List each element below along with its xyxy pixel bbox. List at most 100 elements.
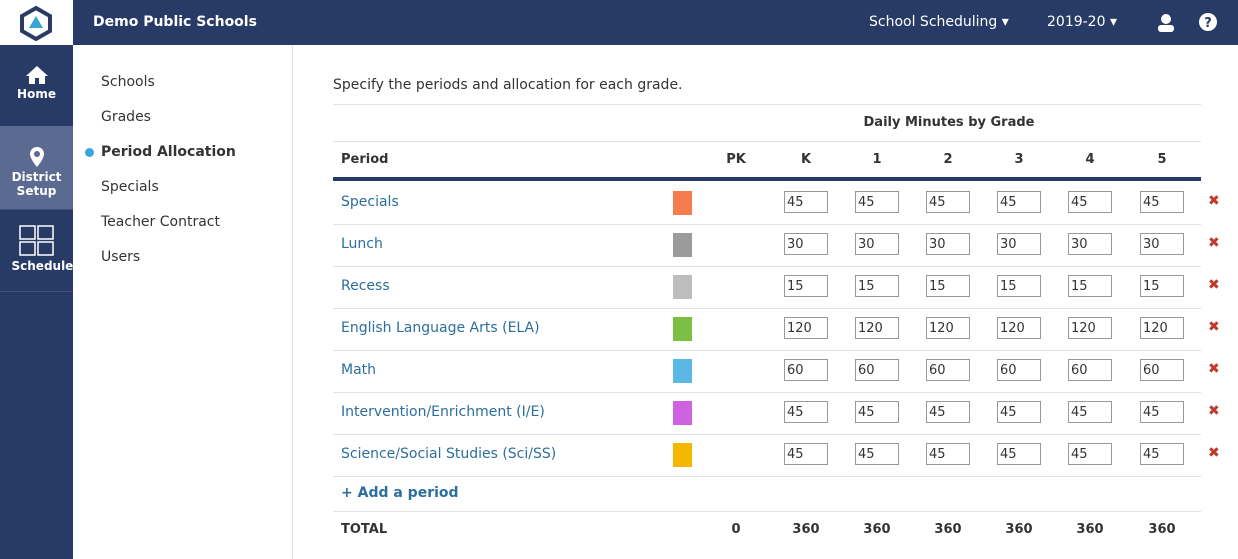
minutes-input[interactable] [1140,191,1184,213]
minutes-input[interactable] [784,443,828,465]
header-rule [333,177,1201,181]
minutes-input[interactable] [784,233,828,255]
color-swatch[interactable] [673,275,692,299]
delete-icon[interactable]: ✖ [1208,403,1220,419]
period-name[interactable]: Specials [341,194,399,210]
minutes-input[interactable] [997,317,1041,339]
minutes-input[interactable] [1140,317,1184,339]
minutes-input[interactable] [855,191,899,213]
minutes-input[interactable] [926,317,970,339]
minutes-input[interactable] [1068,443,1112,465]
subnav-item[interactable]: Users [101,249,141,265]
minutes-input[interactable] [855,317,899,339]
column-header: 3 [1014,152,1024,167]
minutes-input[interactable] [1068,191,1112,213]
minutes-input[interactable] [997,233,1041,255]
minutes-input[interactable] [784,275,828,297]
sidebar-label: Home [17,87,56,101]
minutes-input[interactable] [1068,233,1112,255]
period-name[interactable]: Lunch [341,236,383,252]
minutes-input[interactable] [997,191,1041,213]
color-swatch[interactable] [673,401,692,425]
delete-icon[interactable]: ✖ [1208,319,1220,335]
minutes-input[interactable] [784,359,828,381]
minutes-input[interactable] [784,191,828,213]
divider [333,104,1201,105]
column-header: 5 [1157,152,1167,167]
add-period-link[interactable]: + Add a period [341,485,459,501]
color-swatch[interactable] [673,443,692,467]
minutes-input[interactable] [1140,443,1184,465]
subnav-item[interactable]: Grades [101,109,151,125]
minutes-input[interactable] [1068,359,1112,381]
minutes-input[interactable] [1140,275,1184,297]
period-name[interactable]: English Language Arts (ELA) [341,320,540,336]
minutes-input[interactable] [926,233,970,255]
top-bar: Demo Public Schools School Scheduling ▾ … [0,0,1238,45]
subnav-item[interactable]: Schools [101,74,155,90]
column-header: PK [726,152,746,167]
minutes-input[interactable] [997,359,1041,381]
minutes-input[interactable] [926,191,970,213]
logo[interactable] [0,0,73,45]
minutes-input[interactable] [926,275,970,297]
total-value: 360 [934,522,962,537]
subnav-item[interactable]: Specials [101,179,159,195]
minutes-input[interactable] [1068,401,1112,423]
help-icon[interactable]: ? [1198,12,1218,32]
minutes-input[interactable] [1140,233,1184,255]
column-header: 1 [872,152,882,167]
column-header: Period [341,152,389,167]
minutes-input[interactable] [926,443,970,465]
minutes-input[interactable] [997,275,1041,297]
minutes-input[interactable] [784,317,828,339]
minutes-input[interactable] [997,443,1041,465]
delete-icon[interactable]: ✖ [1208,361,1220,377]
delete-icon[interactable]: ✖ [1208,445,1220,461]
period-name[interactable]: Science/Social Studies (Sci/SS) [341,446,557,462]
period-name[interactable]: Recess [341,278,390,294]
minutes-input[interactable] [855,275,899,297]
divider [333,141,1201,142]
menu-label: School Scheduling [869,14,998,30]
divider [333,308,1201,309]
total-label: TOTAL [341,522,388,537]
minutes-input[interactable] [855,401,899,423]
sidebar-item[interactable]: Home [0,45,73,127]
period-name[interactable]: Intervention/Enrichment (I/E) [341,404,545,420]
delete-icon[interactable]: ✖ [1208,193,1220,209]
instruction: Specify the periods and allocation for e… [333,77,683,93]
minutes-input[interactable] [784,401,828,423]
sidebar-item[interactable]: Schedules [0,209,80,292]
color-swatch[interactable] [673,233,692,257]
period-name[interactable]: Math [341,362,377,378]
minutes-input[interactable] [1068,275,1112,297]
sidebar: Home District Setup Schedules [0,45,80,559]
minutes-input[interactable] [1140,359,1184,381]
minutes-input[interactable] [926,359,970,381]
color-swatch[interactable] [673,191,692,215]
color-swatch[interactable] [673,359,692,383]
minutes-input[interactable] [997,401,1041,423]
subnav-item[interactable]: Period Allocation [101,144,236,160]
subnav-item[interactable]: Teacher Contract [101,214,220,230]
delete-icon[interactable]: ✖ [1208,277,1220,293]
minutes-input[interactable] [1068,317,1112,339]
minutes-input[interactable] [926,401,970,423]
user-icon[interactable] [1157,13,1175,33]
minutes-input[interactable] [855,359,899,381]
menu-scheduling[interactable]: School Scheduling ▾ [869,14,1009,30]
menu-year[interactable]: 2019-20 ▾ [1047,14,1117,30]
sidebar-item[interactable]: District Setup [0,126,73,210]
minutes-input[interactable] [855,443,899,465]
delete-icon[interactable]: ✖ [1208,235,1220,251]
divider [333,476,1201,477]
divider [333,266,1201,267]
column-header: 4 [1085,152,1095,167]
sub-nav: Schools Grades Period Allocation Specials Te… [73,45,293,559]
divider [333,392,1201,393]
color-swatch[interactable] [673,317,692,341]
minutes-input[interactable] [1140,401,1184,423]
minutes-input[interactable] [855,233,899,255]
svg-text:?: ? [1204,16,1212,31]
